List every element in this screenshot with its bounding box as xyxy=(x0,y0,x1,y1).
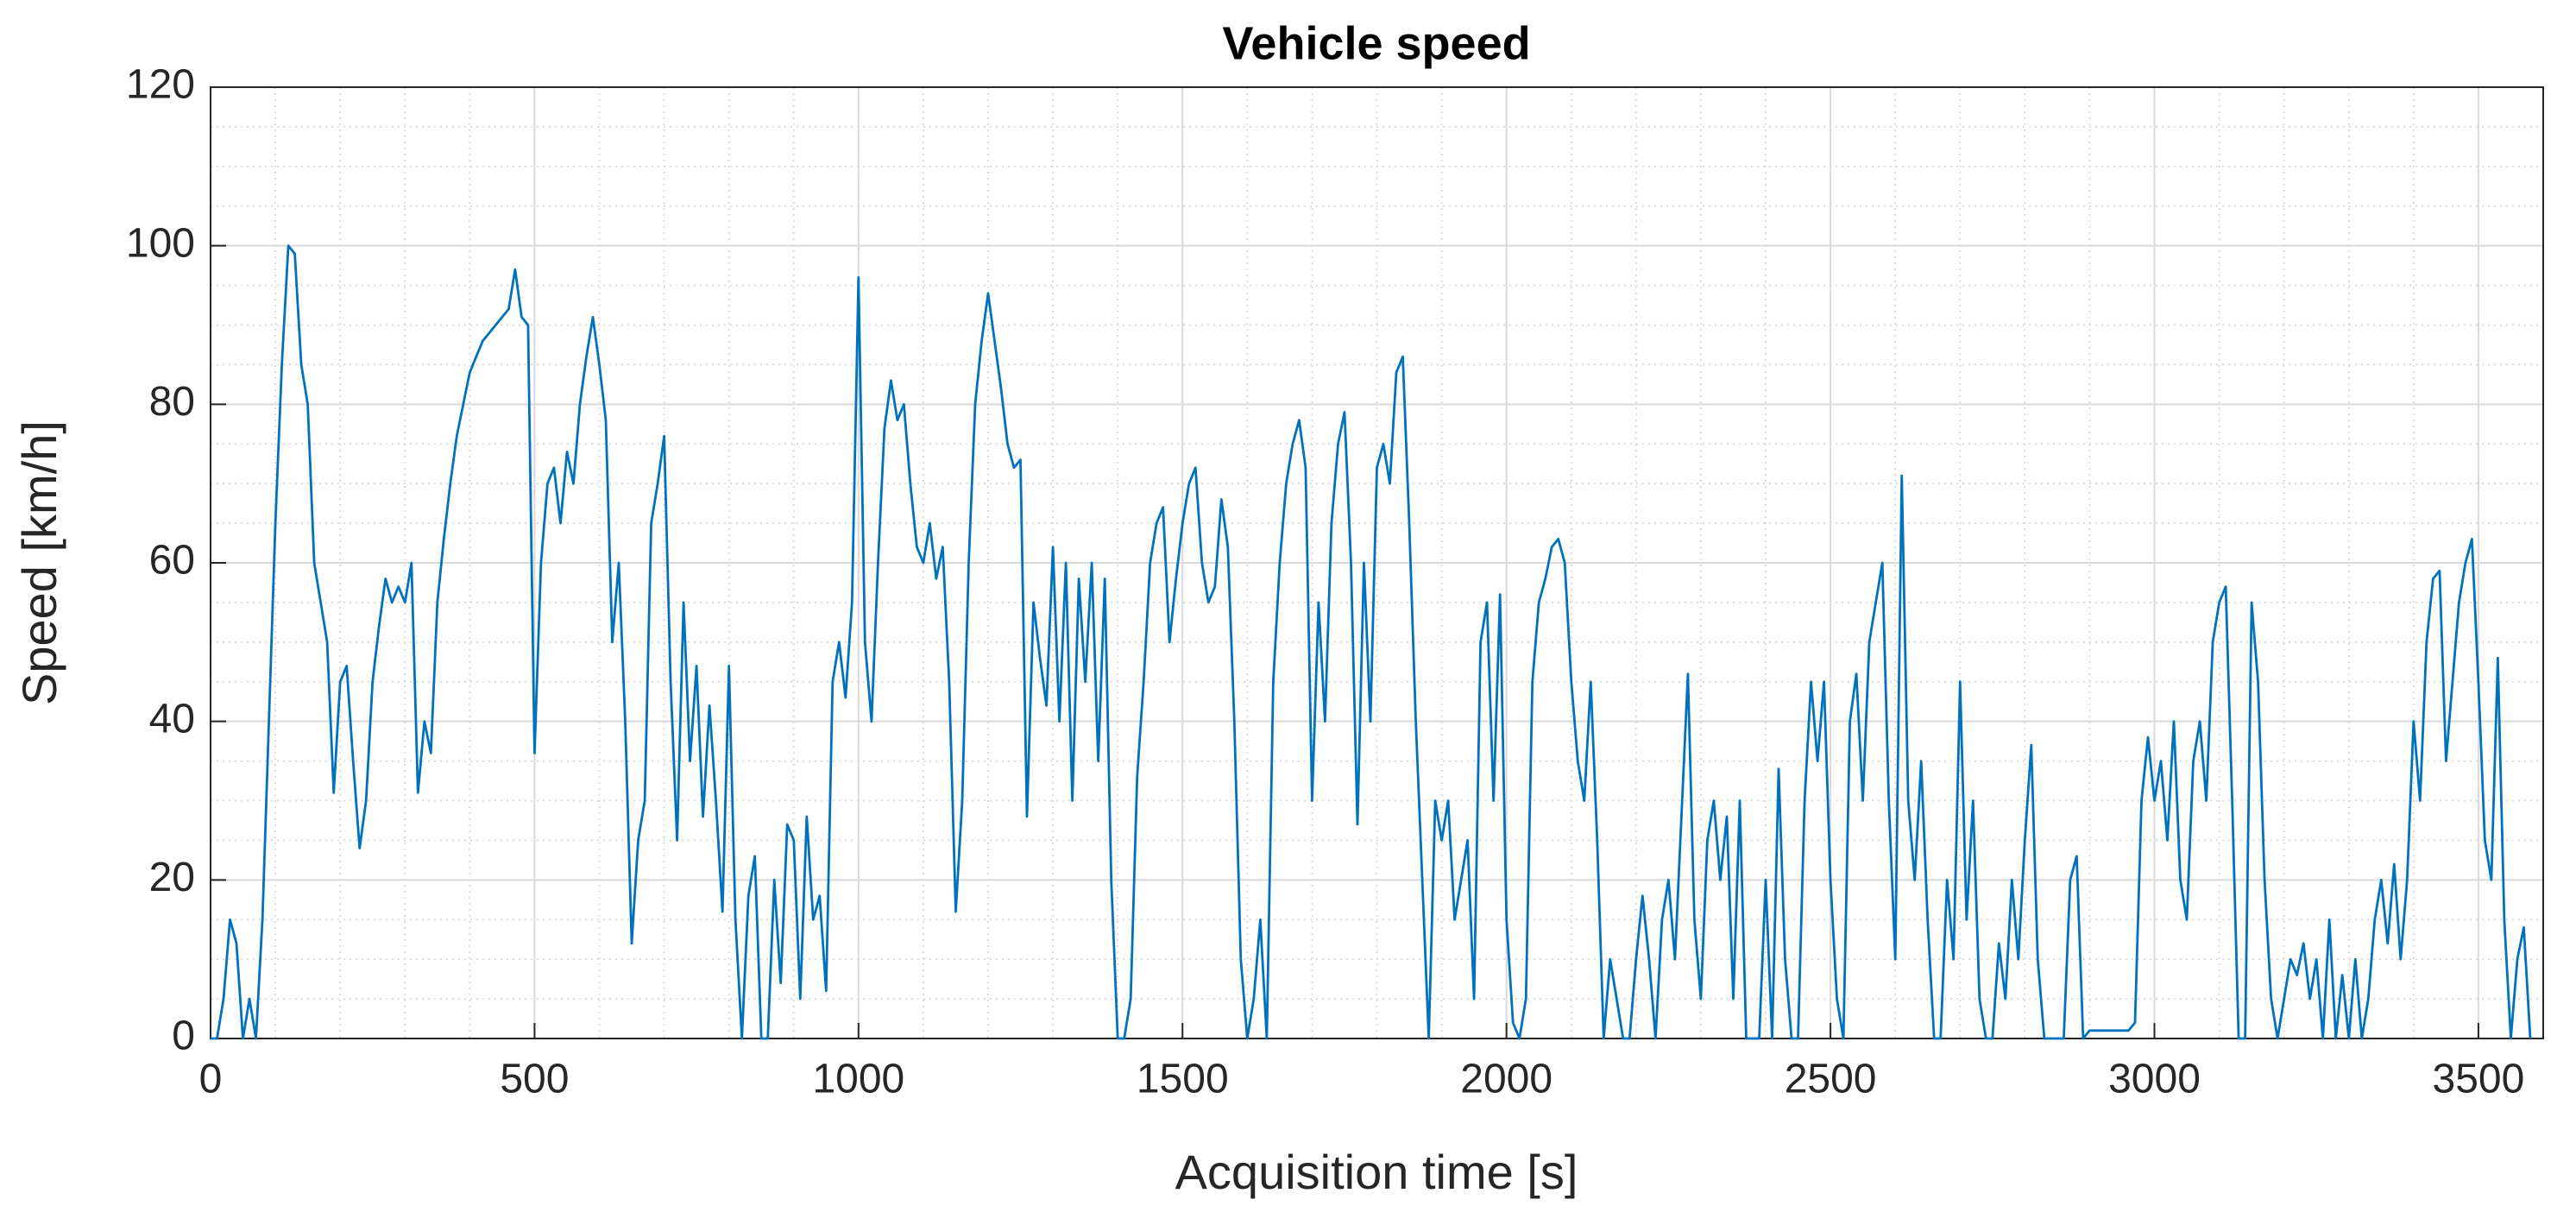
y-axis-label: Speed [km/h] xyxy=(12,420,66,705)
x-tick-label: 2500 xyxy=(1785,1057,1877,1102)
data-line xyxy=(211,244,2532,1040)
y-tick-label: 60 xyxy=(149,538,195,584)
plot-frame xyxy=(210,86,2544,1039)
x-tick-label: 1000 xyxy=(812,1057,904,1102)
x-tick-label: 2000 xyxy=(1460,1057,1553,1102)
x-tick-label: 500 xyxy=(500,1057,569,1102)
y-tick-label: 120 xyxy=(126,62,195,108)
y-tick-label: 80 xyxy=(149,379,195,425)
x-axis-label: Acquisition time [s] xyxy=(1175,1145,1578,1199)
x-tick-label: 1500 xyxy=(1137,1057,1229,1102)
y-tick-label: 40 xyxy=(149,696,195,742)
x-tick-label: 3500 xyxy=(2433,1057,2525,1102)
chart-title: Vehicle speed xyxy=(1222,17,1530,69)
x-tick-label: 0 xyxy=(199,1057,223,1102)
y-tick-label: 0 xyxy=(172,1013,195,1059)
y-tick-label: 20 xyxy=(149,855,195,900)
y-tick-label: 100 xyxy=(126,220,195,266)
x-tick-label: 3000 xyxy=(2108,1057,2201,1102)
